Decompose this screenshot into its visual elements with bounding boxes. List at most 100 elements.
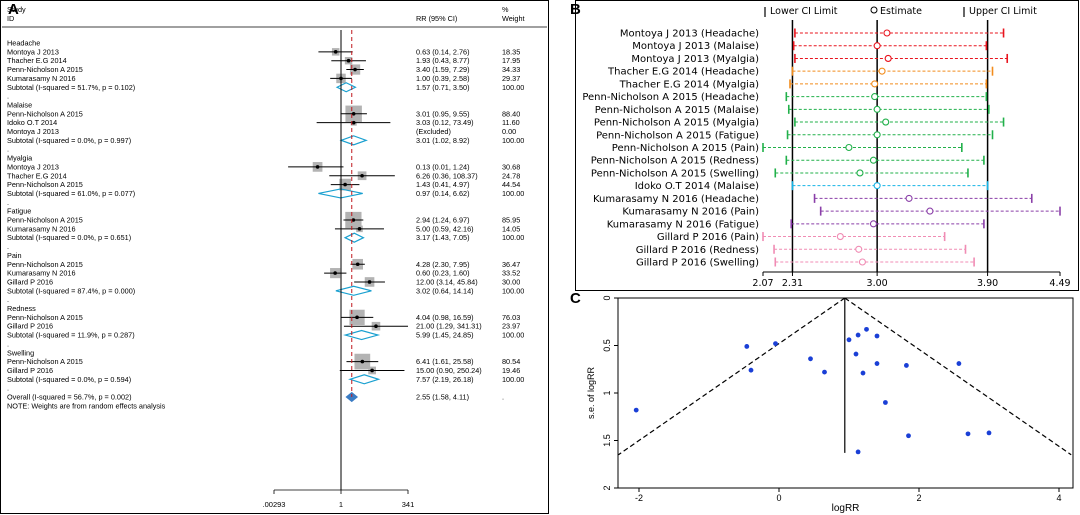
- study-weight-text: 80.54: [502, 357, 520, 366]
- subtotal-ci-text: 3.02 (0.64, 14.14): [416, 286, 474, 295]
- subtotal-weight-text: 100.00: [502, 233, 524, 242]
- study-ci-text: 5.00 (0.59, 42.16): [416, 224, 474, 233]
- study-ci-text: 21.00 (1.29, 341.31): [416, 322, 482, 331]
- legend-estimate-marker: [870, 6, 878, 14]
- legend-lower-text: Lower CI Limit: [770, 6, 838, 17]
- study-label: Kumarasamy N 2016: [7, 269, 76, 278]
- funnel-y-tick-label: 0: [602, 295, 612, 300]
- study-weight-text: 36.47: [502, 260, 520, 269]
- study-ci-text: 2.94 (1.24, 6.97): [416, 216, 470, 225]
- interval-row-label: Montoya J 2013 (Myalgia): [631, 54, 759, 65]
- header-pct: %: [502, 5, 509, 14]
- subtotal-diamond: [343, 232, 365, 243]
- interval-row-label: Penn-Nicholson A 2015 (Malaise): [595, 105, 759, 116]
- interval-estimate-point: [873, 105, 881, 113]
- study-weight-text: 85.95: [502, 216, 520, 225]
- study-ci-text: 12.00 (3.14, 45.84): [416, 277, 478, 286]
- subtotal-label: Subtotal (I-squared = 0.0%, p = 0.594): [7, 375, 131, 384]
- study-label: Penn-Nicholson A 2015: [7, 65, 83, 74]
- group-spacer-dot: .: [7, 198, 9, 207]
- subtotal-ci-text: 7.57 (2.19, 26.18): [416, 375, 474, 384]
- study-ci-text: 0.63 (0.14, 2.76): [416, 47, 470, 56]
- study-point: [333, 271, 337, 275]
- interval-row-label: Penn-Nicholson A 2015 (Fatigue): [596, 130, 759, 141]
- study-weight-text: 24.78: [502, 171, 520, 180]
- subtotal-diamond: [318, 188, 363, 199]
- interval-estimate-point: [873, 182, 881, 190]
- study-ci-text: 4.04 (0.98, 16.59): [416, 313, 474, 322]
- funnel-point: [773, 341, 778, 346]
- interval-estimate-point: [858, 258, 866, 266]
- funnel-y-tick-label: 1: [602, 390, 612, 395]
- study-weight-text: 44.54: [502, 180, 520, 189]
- study-label: Penn-Nicholson A 2015: [7, 216, 83, 225]
- subtotal-ci-text: 3.01 (1.02, 8.92): [416, 136, 470, 145]
- funnel-y-label: s.e. of logRR: [586, 366, 596, 419]
- interval-row-label: Gillard P 2016 (Swelling): [636, 258, 759, 269]
- interval-estimate-point: [883, 29, 891, 37]
- interval-estimate-point: [869, 156, 878, 164]
- study-ci-text: 4.28 (2.30, 7.95): [416, 260, 470, 269]
- subtotal-weight-text: 100.00: [502, 331, 524, 340]
- subtotal-weight-text: 100.00: [502, 189, 524, 198]
- interval-row-label: Kumarasamy N 2016 (Headache): [593, 194, 759, 205]
- study-ci-text: 1.00 (0.39, 2.58): [416, 74, 470, 83]
- group-spacer-dot: .: [7, 242, 9, 251]
- subtotal-weight-text: 100.00: [502, 375, 524, 384]
- subtotal-ci-text: 3.17 (1.43, 7.05): [416, 233, 470, 242]
- funnel-x-tick-label: 0: [776, 493, 781, 503]
- interval-estimate-point: [836, 233, 844, 241]
- study-label: Penn-Nicholson A 2015: [7, 180, 83, 189]
- study-ci-text: 0.13 (0.01, 1.24): [416, 162, 470, 171]
- group-label: Myalgia: [7, 154, 33, 163]
- overall-weight-text: .: [502, 393, 504, 402]
- study-ci-text: 6.41 (1.61, 25.58): [416, 357, 474, 366]
- funnel-point: [855, 332, 861, 338]
- header-weight: Weight: [502, 14, 525, 23]
- interval-estimate-point: [845, 143, 853, 152]
- group-label: Swelling: [7, 348, 34, 357]
- study-weight-text: 0.00: [502, 127, 516, 136]
- funnel-point: [956, 361, 962, 366]
- header-rr: RR (95% CI): [416, 14, 457, 23]
- funnel-point: [883, 400, 888, 405]
- study-label: Kumarasamy N 2016: [7, 74, 76, 83]
- study-label: Montoya J 2013: [7, 127, 59, 136]
- study-point: [351, 112, 356, 116]
- interval-row-label: Idoko O.T 2014 (Malaise): [635, 181, 759, 192]
- interval-row-label: Thacher E.G 2014 (Headache): [607, 67, 759, 78]
- study-ci-text: 3.01 (0.95, 9.55): [416, 109, 470, 118]
- interval-row-label: Montoya J 2013 (Headache): [620, 29, 759, 40]
- study-ci-text: (Excluded): [416, 127, 451, 136]
- funnel-point: [633, 407, 639, 413]
- interval-x-tick-label: 2.07: [752, 278, 773, 289]
- interval-row-label: Penn-Nicholson A 2015 (Swelling): [591, 168, 759, 179]
- study-ci-text: 1.43 (0.41, 4.97): [416, 180, 470, 189]
- study-label: Penn-Nicholson A 2015: [7, 357, 83, 366]
- study-point: [360, 359, 365, 364]
- subtotal-label: Subtotal (I-squared = 61.0%, p = 0.077): [7, 189, 135, 198]
- interval-x-tick-label: 3.90: [977, 278, 998, 289]
- group-spacer-dot: .: [7, 295, 9, 304]
- subtotal-label: Subtotal (I-squared = 87.4%, p = 0.000): [7, 286, 135, 295]
- study-weight-text: 76.03: [502, 313, 520, 322]
- study-point: [374, 324, 378, 329]
- group-label: Fatigue: [7, 207, 31, 216]
- funnel-point: [822, 369, 827, 375]
- funnel-point: [853, 351, 859, 357]
- study-ci-text: 3.03 (0.12, 73.49): [416, 118, 474, 127]
- funnel-point: [748, 367, 754, 373]
- interval-row-label: Kumarasamy N 2016 (Fatigue): [607, 219, 759, 230]
- subtotal-label: Subtotal (I-squared = 51.7%, p = 0.102): [7, 83, 135, 92]
- group-label: Headache: [7, 39, 40, 48]
- group-label: Pain: [7, 251, 22, 260]
- subtotal-diamond: [348, 374, 381, 385]
- study-label: Penn-Nicholson A 2015: [7, 260, 83, 269]
- funnel-point: [860, 370, 866, 376]
- study-weight-text: 11.60: [502, 118, 520, 127]
- funnel-y-tick-label: 1.5: [602, 434, 612, 447]
- interval-row-label: Gillard P 2016 (Redness): [636, 245, 759, 256]
- interval-row-label: Penn-Nicholson A 2015 (Pain): [612, 143, 759, 154]
- funnel-point: [965, 431, 971, 437]
- funnel-point: [855, 449, 861, 455]
